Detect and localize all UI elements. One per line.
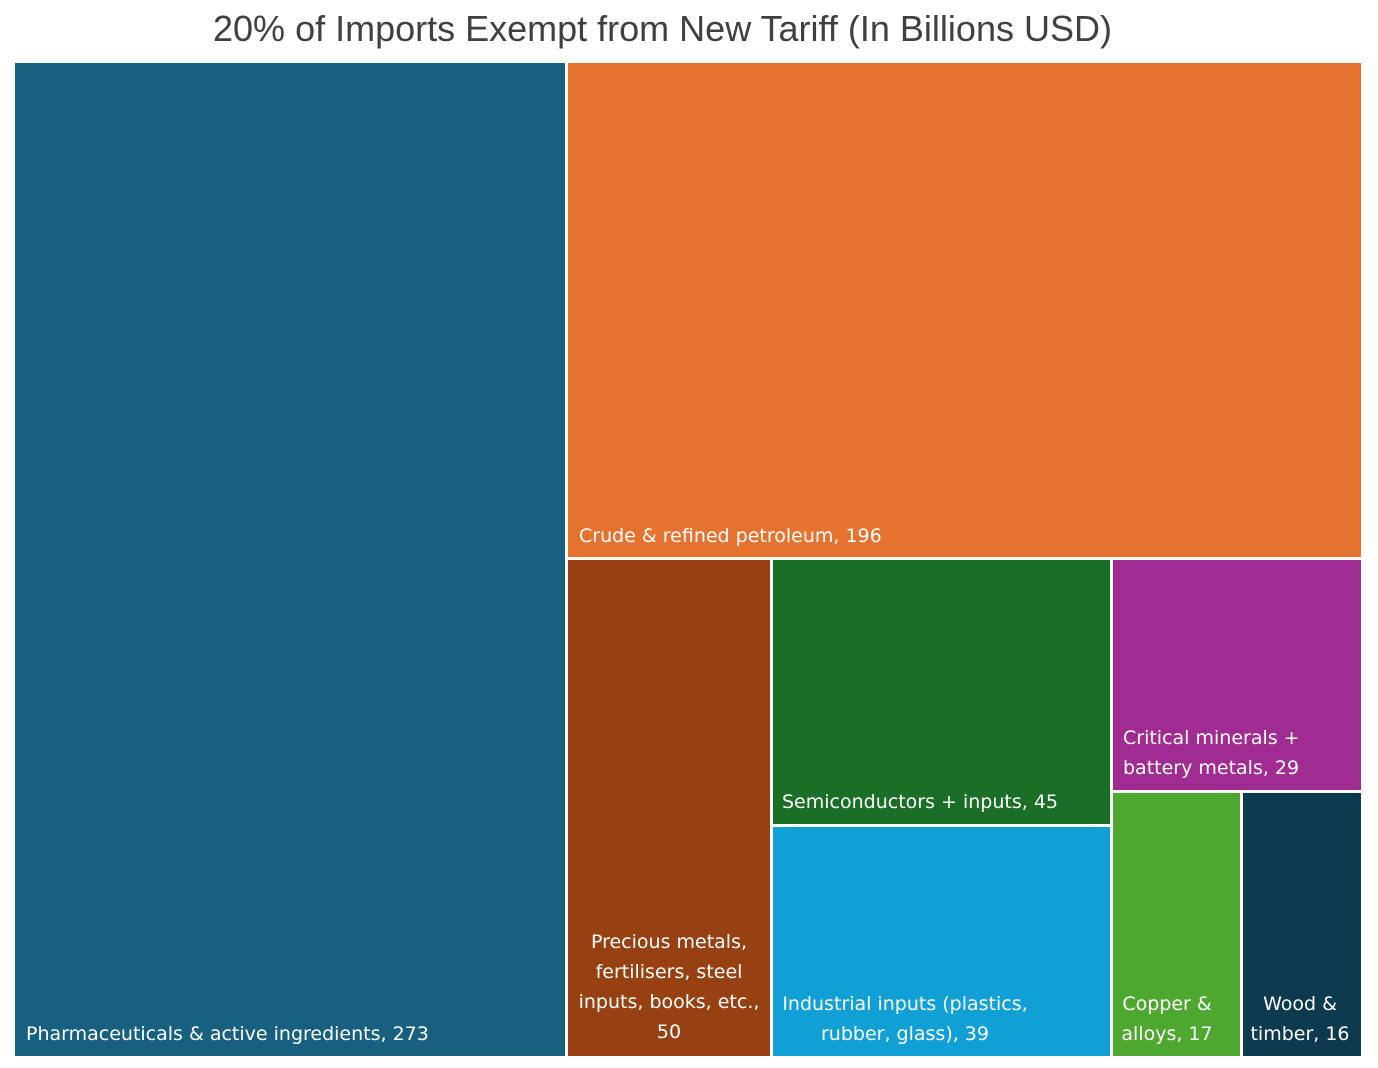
treemap-rect-wood bbox=[1243, 793, 1361, 1056]
treemap-label-critical: battery metals, 29 bbox=[1123, 757, 1299, 779]
treemap-rect-precious bbox=[568, 560, 770, 1056]
treemap-tile-critical: Critical minerals + battery metals, 29 bbox=[1113, 560, 1361, 790]
treemap-label-copper: alloys, 17 bbox=[1121, 1023, 1212, 1045]
treemap-label-precious: fertilisers, steel bbox=[596, 961, 743, 983]
treemap-rect-copper bbox=[1113, 793, 1240, 1056]
treemap-rect-industrial bbox=[773, 827, 1110, 1056]
treemap-tile-precious: Precious metals, fertilisers, steel inputs… bbox=[568, 560, 770, 1056]
treemap-label-pharma: Pharmaceuticals & active ingredients, 27… bbox=[26, 1023, 429, 1045]
treemap-label-industrial: Industrial inputs (plastics, bbox=[782, 993, 1027, 1015]
treemap-label-copper: Copper & bbox=[1122, 993, 1212, 1015]
treemap-label-wood: Wood & bbox=[1263, 993, 1337, 1015]
treemap-tile-semis: Semiconductors + inputs, 45 bbox=[773, 560, 1110, 824]
treemap-label-critical: Critical minerals + bbox=[1123, 727, 1300, 749]
treemap-label-precious: Precious metals, bbox=[591, 931, 747, 953]
treemap-label-petroleum: Crude & refined petroleum, 196 bbox=[579, 525, 882, 547]
treemap-tile-pharma: Pharmaceuticals & active ingredients, 27… bbox=[15, 63, 565, 1056]
treemap-tile-copper: Copper & alloys, 17 bbox=[1113, 793, 1240, 1056]
treemap-label-wood: timber, 16 bbox=[1250, 1023, 1349, 1045]
treemap-rect-petroleum bbox=[568, 63, 1361, 557]
chart-title: 20% of Imports Exempt from New Tariff (I… bbox=[213, 8, 1112, 49]
treemap-tile-wood: Wood & timber, 16 bbox=[1243, 793, 1361, 1056]
treemap-label-precious: inputs, books, etc., bbox=[579, 991, 760, 1013]
treemap-label-precious: 50 bbox=[657, 1021, 681, 1043]
treemap-label-industrial: rubber, glass), 39 bbox=[821, 1023, 989, 1045]
treemap-rect-critical bbox=[1113, 560, 1361, 790]
treemap-label-semis: Semiconductors + inputs, 45 bbox=[782, 791, 1058, 813]
treemap-rect-semis bbox=[773, 560, 1110, 824]
treemap-rect-pharma bbox=[15, 63, 565, 1056]
treemap-tile-industrial: Industrial inputs (plastics, rubber, glas… bbox=[773, 827, 1110, 1056]
treemap-tile-petroleum: Crude & refined petroleum, 196 bbox=[568, 63, 1361, 557]
